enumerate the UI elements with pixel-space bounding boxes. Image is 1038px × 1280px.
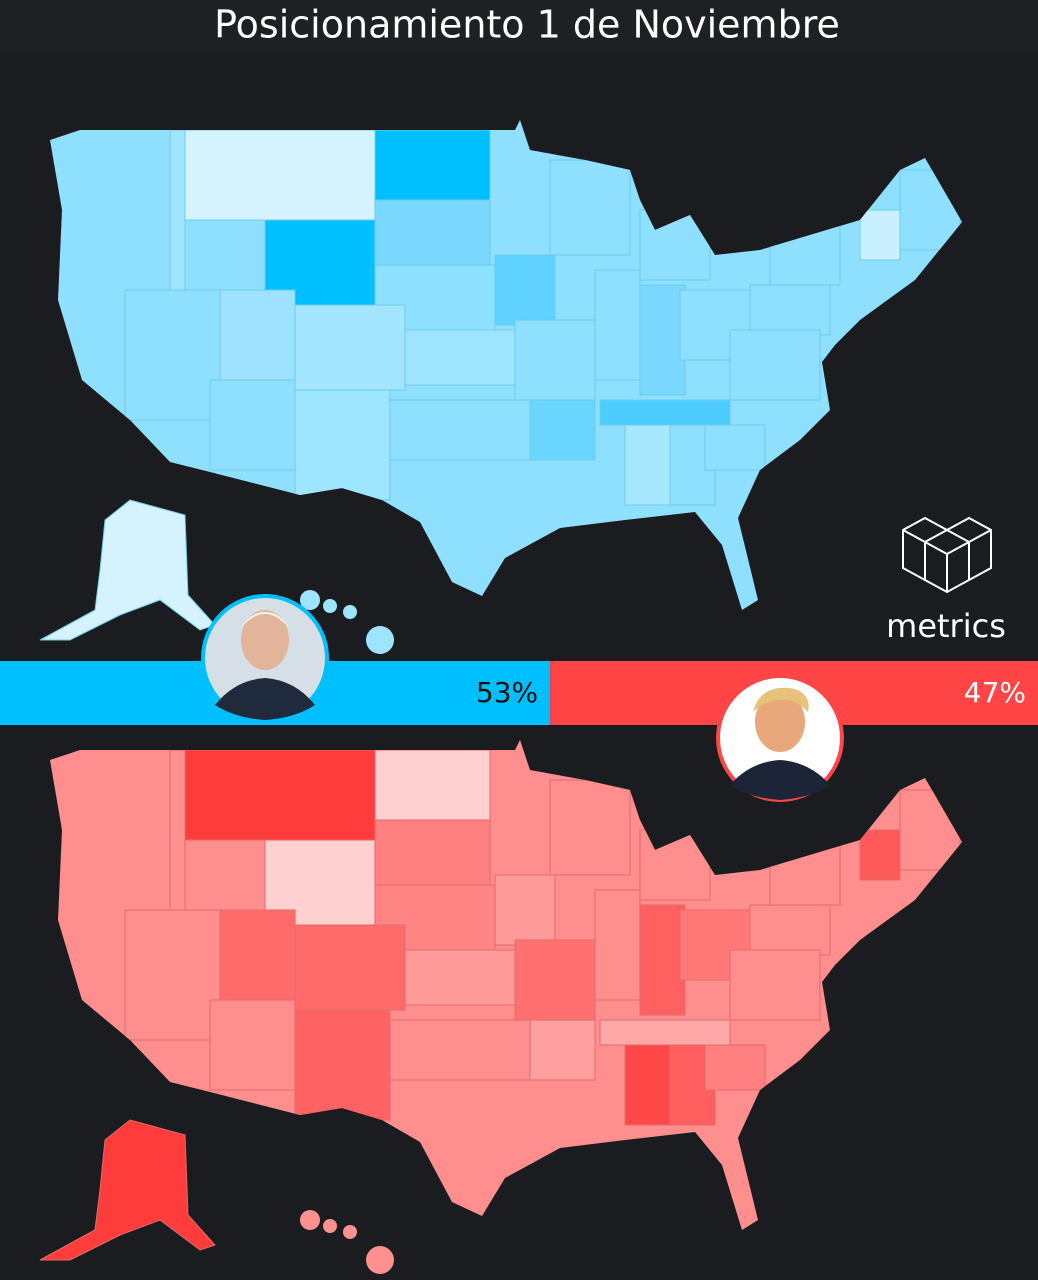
state bbox=[529, 399, 596, 461]
state bbox=[219, 289, 296, 386]
state bbox=[374, 129, 491, 201]
hawaii bbox=[323, 599, 337, 613]
state bbox=[639, 904, 686, 1016]
state bbox=[769, 219, 841, 286]
hawaii bbox=[343, 1225, 357, 1239]
state bbox=[389, 1019, 541, 1081]
state bbox=[374, 819, 491, 886]
state bbox=[729, 949, 821, 1021]
state bbox=[859, 829, 901, 881]
state bbox=[124, 289, 221, 421]
title-band bbox=[0, 0, 1038, 52]
value-label: 53% bbox=[476, 676, 538, 709]
state bbox=[549, 779, 631, 876]
hawaii bbox=[300, 590, 320, 610]
state bbox=[124, 909, 221, 1041]
title: Posicionamiento 1 de Noviembre bbox=[214, 3, 840, 47]
state bbox=[859, 209, 901, 261]
biden-photo bbox=[201, 594, 329, 722]
state bbox=[594, 889, 641, 1001]
state bbox=[294, 1009, 391, 1121]
state bbox=[209, 999, 296, 1091]
state bbox=[209, 379, 296, 471]
hawaii bbox=[323, 1219, 337, 1233]
state bbox=[294, 304, 406, 391]
alaska bbox=[39, 499, 216, 641]
alaska bbox=[39, 1119, 216, 1261]
state bbox=[494, 874, 556, 946]
state bbox=[219, 909, 296, 1006]
value-label: 47% bbox=[964, 676, 1026, 709]
state bbox=[514, 319, 596, 401]
state bbox=[494, 254, 556, 326]
state bbox=[729, 329, 821, 401]
brand: metrics bbox=[886, 607, 1006, 645]
state bbox=[374, 199, 491, 266]
state bbox=[704, 1044, 766, 1091]
state bbox=[639, 209, 711, 281]
vote-bar: 53% 47% bbox=[0, 661, 1038, 725]
state bbox=[704, 424, 766, 471]
state bbox=[374, 749, 491, 821]
state bbox=[294, 924, 406, 1011]
logo bbox=[902, 516, 992, 594]
state bbox=[549, 159, 631, 256]
state bbox=[769, 839, 841, 906]
state bbox=[639, 829, 711, 901]
state bbox=[184, 749, 376, 841]
hawaii bbox=[366, 626, 394, 654]
state bbox=[514, 939, 596, 1021]
hawaii bbox=[343, 605, 357, 619]
states bbox=[124, 749, 961, 1126]
state bbox=[599, 399, 731, 426]
state bbox=[389, 399, 541, 461]
state bbox=[599, 1019, 731, 1046]
state bbox=[749, 284, 831, 336]
trump-photo bbox=[716, 674, 844, 802]
state bbox=[404, 949, 521, 1006]
hawaii bbox=[300, 1210, 320, 1230]
biden-map bbox=[39, 120, 962, 654]
trump-map bbox=[39, 740, 962, 1274]
state bbox=[169, 129, 186, 291]
state bbox=[624, 424, 671, 506]
state bbox=[294, 389, 391, 501]
state bbox=[749, 904, 831, 956]
state bbox=[624, 1044, 671, 1126]
state bbox=[899, 789, 961, 871]
state bbox=[184, 129, 376, 221]
state bbox=[529, 1019, 596, 1081]
state bbox=[169, 749, 186, 911]
hawaii bbox=[366, 1246, 394, 1274]
states bbox=[124, 129, 961, 506]
state bbox=[899, 169, 961, 251]
state bbox=[594, 269, 641, 381]
state bbox=[639, 284, 686, 396]
state bbox=[404, 329, 521, 386]
